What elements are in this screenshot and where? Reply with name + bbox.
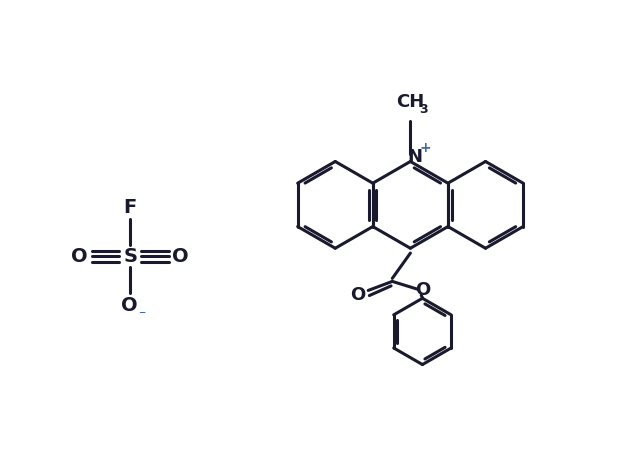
Text: CH: CH <box>396 94 424 111</box>
Text: O: O <box>121 296 138 315</box>
Text: O: O <box>415 282 430 299</box>
Text: N: N <box>408 148 422 165</box>
Text: F: F <box>124 198 137 218</box>
Text: ⁻: ⁻ <box>138 308 146 322</box>
Text: S: S <box>123 247 137 266</box>
Text: O: O <box>71 247 88 266</box>
Text: +: + <box>419 141 431 155</box>
Text: O: O <box>350 286 365 304</box>
Text: O: O <box>173 247 189 266</box>
Text: 3: 3 <box>419 103 428 116</box>
